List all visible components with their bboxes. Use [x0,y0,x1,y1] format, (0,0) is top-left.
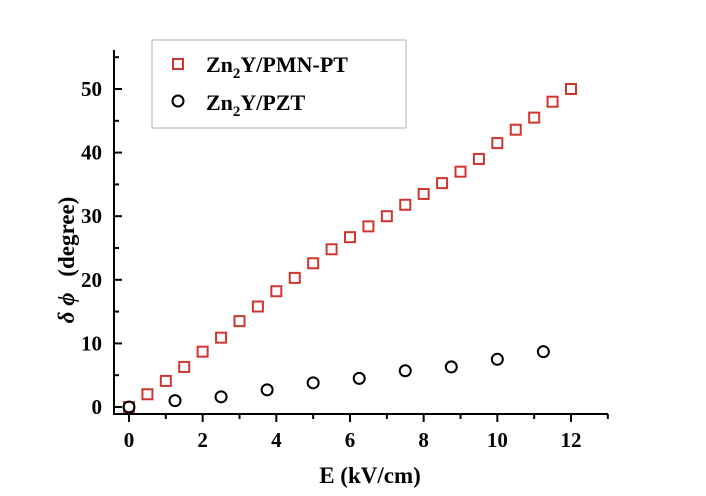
data-point [491,137,504,150]
legend: Zn2Y/PMN-PT Zn2Y/PZT [151,39,407,129]
data-point [546,95,559,108]
y-tick-label: 50 [81,77,102,101]
legend-marker-circle [171,94,185,108]
x-tick-label: 2 [197,428,208,452]
data-point [399,198,412,211]
data-point [215,331,228,344]
ticks [114,56,609,422]
tick-labels: 0 2 4 6 8 10 12 0 10 20 30 40 50 [81,77,582,452]
data-point [306,376,320,390]
data-point [444,360,458,374]
legend-marker-square [172,58,184,70]
data-point [417,187,430,200]
data-point [509,123,522,136]
data-point [233,315,246,328]
data-point [528,111,541,124]
y-axis-label: δ ϕ (degree) [54,197,79,324]
data-point [472,152,485,165]
x-axis-label: E (kV/cm) [319,463,421,488]
x-tick-label: 6 [345,428,356,452]
data-point [122,400,136,414]
data-point [288,271,301,284]
data-point [178,360,191,373]
data-point [344,231,356,244]
y-axis-label-unit: (degree) [54,197,79,277]
data-point [536,345,550,359]
x-tick-label: 4 [271,428,282,452]
series-layer [122,83,577,414]
x-tick-label: 8 [418,428,429,452]
data-point [436,177,449,190]
legend-box [151,39,407,129]
x-tick-label: 0 [124,428,135,452]
legend-label-pmn-pt: Zn2Y/PMN-PT [206,52,348,82]
data-point [325,243,338,256]
data-point [260,383,274,397]
y-tick-label: 30 [81,204,102,228]
y-tick-label: 20 [81,268,102,292]
x-tick-label: 12 [561,428,582,452]
data-point [214,390,228,404]
series-pmn-pt [123,83,577,413]
data-point [251,300,264,313]
x-tick-label: 10 [487,428,508,452]
y-axis-label-symbol: δ ϕ [54,292,79,323]
series-pzt [122,345,550,414]
data-point [352,371,366,385]
data-point [380,210,393,223]
data-point [159,374,172,387]
data-point [307,257,320,270]
data-point [362,220,375,233]
data-point [196,345,209,358]
data-point [141,388,154,401]
data-point [490,352,504,366]
data-point [168,394,182,408]
y-tick-label: 10 [81,331,102,355]
data-point [398,364,412,378]
data-point [565,83,577,95]
data-point [270,285,283,298]
axes [113,50,608,415]
data-point [454,165,467,178]
y-tick-label: 0 [92,395,103,419]
legend-label-pzt: Zn2Y/PZT [206,90,306,120]
y-tick-label: 40 [81,141,102,165]
